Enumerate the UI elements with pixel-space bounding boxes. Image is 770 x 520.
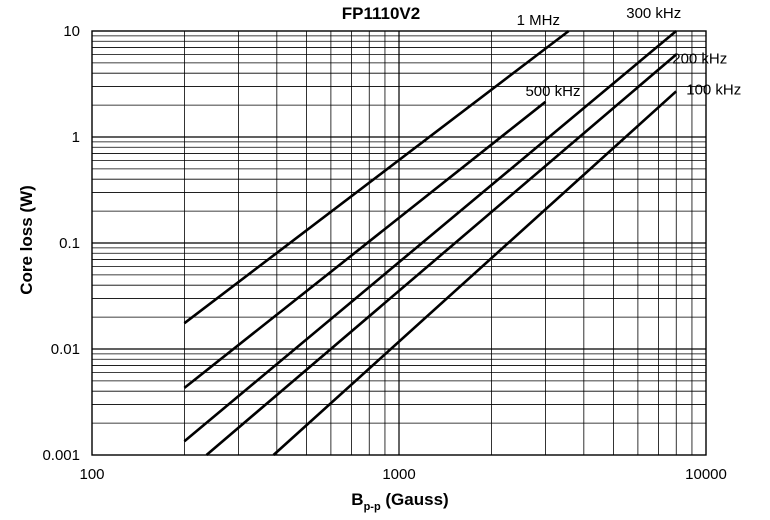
y-tick-label: 0.001 [42,447,80,464]
series-line [205,53,678,456]
grid-lines [92,31,706,455]
series-line [183,30,678,443]
series-label: 1 MHz [517,12,560,29]
series-line [183,29,570,325]
y-tick-label: 0.1 [59,235,80,252]
series-label: 200 kHz [672,51,727,68]
x-axis-label-main: B [351,490,363,509]
x-tick-label: 10000 [685,466,727,483]
series-lines [183,29,678,456]
y-tick-label: 10 [63,23,80,40]
plot-frame [91,30,707,456]
x-axis-label: Bp-p (Gauss) [351,490,448,513]
y-tick-label: 0.01 [51,341,80,358]
x-axis-label-subscript: p-p [364,501,381,513]
tick-labels: 100 1000 10000 0.001 0.01 0.1 1 10 [42,23,726,483]
series-label: 100 kHz [686,81,741,98]
x-tick-label: 1000 [382,466,415,483]
series-labels: 1 MHz 500 kHz 300 kHz 200 kHz 100 kHz [517,5,742,100]
series-line [183,100,547,389]
x-axis-label-unit: (Gauss) [381,490,449,509]
series-line [272,90,678,456]
chart-title: FP1110V2 [342,4,420,23]
x-tick-label: 100 [79,466,104,483]
series-label: 300 kHz [626,5,681,22]
y-axis-label: Core loss (W) [17,185,36,295]
series-label: 500 kHz [525,83,580,100]
y-tick-label: 1 [72,129,80,146]
